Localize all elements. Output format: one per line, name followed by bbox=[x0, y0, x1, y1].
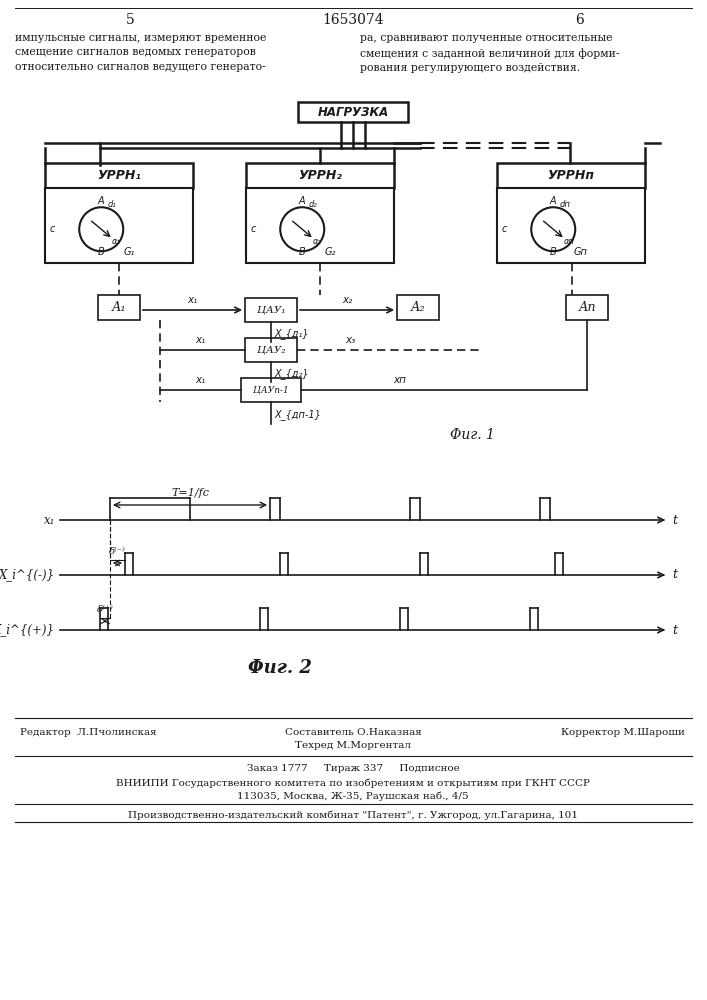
Text: α₂: α₂ bbox=[313, 237, 322, 246]
Bar bbox=[245, 298, 297, 322]
Bar bbox=[98, 295, 140, 320]
Text: B: B bbox=[299, 247, 305, 257]
Text: X_{д₂}: X_{д₂} bbox=[274, 369, 309, 379]
Bar bbox=[45, 163, 193, 188]
Text: t: t bbox=[672, 568, 677, 582]
Text: 1653074: 1653074 bbox=[322, 13, 384, 27]
Text: x₂: x₂ bbox=[342, 295, 352, 305]
Text: c: c bbox=[251, 224, 257, 234]
Bar bbox=[246, 163, 394, 188]
Text: G₁: G₁ bbox=[123, 247, 135, 257]
Text: Корректор М.Шароши: Корректор М.Шароши bbox=[561, 728, 685, 737]
Text: УРРН₁: УРРН₁ bbox=[97, 169, 141, 182]
Text: X_i^{(-)}: X_i^{(-)} bbox=[0, 568, 55, 582]
Text: B: B bbox=[550, 247, 556, 257]
Text: A: A bbox=[98, 196, 105, 206]
Text: δ⁽⁺⁾: δ⁽⁺⁾ bbox=[97, 605, 113, 614]
Text: x₁: x₁ bbox=[187, 295, 198, 305]
Text: Производственно-издательский комбинат "Патент", г. Ужгород, ул.Гагарина, 101: Производственно-издательский комбинат "П… bbox=[128, 811, 578, 820]
Text: α₁: α₁ bbox=[112, 237, 121, 246]
Bar bbox=[245, 338, 297, 362]
Text: А₂: А₂ bbox=[411, 301, 425, 314]
Text: X_i^{(+)}: X_i^{(+)} bbox=[0, 624, 55, 637]
Bar bbox=[397, 295, 439, 320]
Text: НАГРУЗКА: НАГРУЗКА bbox=[317, 105, 389, 118]
Circle shape bbox=[280, 207, 325, 251]
Text: А₁: А₁ bbox=[112, 301, 127, 314]
Text: ра, сравнивают полученные относительные
смещения с заданной величиной для форми-: ра, сравнивают полученные относительные … bbox=[360, 33, 619, 73]
Text: x₁: x₁ bbox=[195, 335, 205, 345]
Text: G₂: G₂ bbox=[325, 247, 336, 257]
Text: Заказ 1777     Тираж 337     Подписное: Заказ 1777 Тираж 337 Подписное bbox=[247, 764, 460, 773]
Text: Редактор  Л.Пчолинская: Редактор Л.Пчолинская bbox=[20, 728, 157, 737]
Text: δ⁽⁻⁾: δ⁽⁻⁾ bbox=[109, 547, 125, 556]
Text: d₂: d₂ bbox=[309, 200, 317, 209]
Bar bbox=[298, 102, 408, 122]
Text: ВНИИПИ Государственного комитета по изобретениям и открытиям при ГКНТ СССР
11303: ВНИИПИ Государственного комитета по изоб… bbox=[116, 778, 590, 801]
Text: 5: 5 bbox=[126, 13, 134, 27]
Text: Составитель О.Наказная
Техред М.Моргентал: Составитель О.Наказная Техред М.Моргента… bbox=[285, 728, 421, 750]
Text: ЦАУ₂: ЦАУ₂ bbox=[257, 346, 285, 355]
Text: A: A bbox=[299, 196, 305, 206]
Text: 6: 6 bbox=[575, 13, 585, 27]
Text: x₁: x₁ bbox=[44, 514, 55, 526]
Text: ЦАУ₁: ЦАУ₁ bbox=[257, 306, 285, 314]
Text: c: c bbox=[502, 224, 508, 234]
Text: x₃: x₃ bbox=[345, 335, 355, 345]
Circle shape bbox=[531, 207, 575, 251]
Bar bbox=[246, 188, 394, 263]
Bar bbox=[497, 163, 645, 188]
Text: УРРН₂: УРРН₂ bbox=[298, 169, 342, 182]
Text: αп: αп bbox=[564, 237, 575, 246]
Text: B: B bbox=[98, 247, 105, 257]
Bar bbox=[45, 188, 193, 263]
Text: xп: xп bbox=[394, 375, 407, 385]
Circle shape bbox=[79, 207, 123, 251]
Text: d₁: d₁ bbox=[108, 200, 117, 209]
Text: импульсные сигналы, измеряют временное
смещение сигналов ведомых генераторов
отн: импульсные сигналы, измеряют временное с… bbox=[15, 33, 267, 72]
Text: dп: dп bbox=[560, 200, 571, 209]
Bar bbox=[566, 295, 608, 320]
Text: c: c bbox=[50, 224, 55, 234]
Text: A: A bbox=[550, 196, 556, 206]
Text: X_{дп-1}: X_{дп-1} bbox=[274, 410, 321, 420]
Text: x₁: x₁ bbox=[195, 375, 205, 385]
Text: Gп: Gп bbox=[574, 247, 588, 257]
Text: Φиг. 1: Φиг. 1 bbox=[450, 428, 495, 442]
Text: X_{д₁}: X_{д₁} bbox=[274, 329, 309, 339]
Text: T=1/fс: T=1/fс bbox=[171, 488, 209, 498]
Text: Ап: Ап bbox=[578, 301, 596, 314]
Text: УРРНп: УРРНп bbox=[547, 169, 595, 182]
Bar bbox=[497, 188, 645, 263]
Text: t: t bbox=[672, 624, 677, 637]
Text: t: t bbox=[672, 514, 677, 526]
Bar bbox=[241, 378, 301, 402]
Text: Φиг. 2: Φиг. 2 bbox=[248, 659, 312, 677]
Text: ЦАУп-1: ЦАУп-1 bbox=[253, 385, 289, 394]
